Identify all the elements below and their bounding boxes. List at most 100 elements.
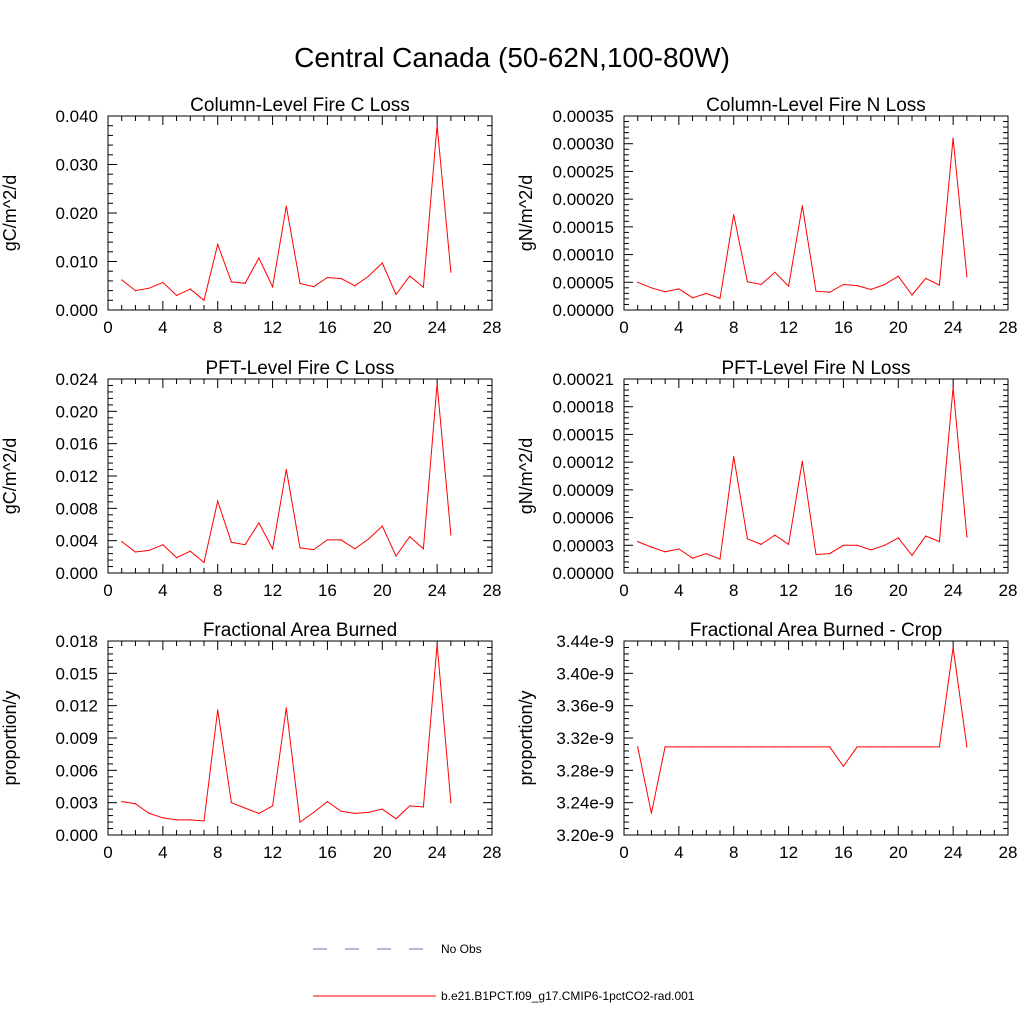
data-point <box>733 214 735 216</box>
data-point <box>801 460 803 462</box>
y-tick-label: 0.000 <box>55 564 98 583</box>
x-tick-label: 0 <box>103 843 112 862</box>
x-tick-label: 16 <box>318 581 337 600</box>
data-point <box>719 297 721 299</box>
data-point <box>271 548 274 550</box>
series-line <box>121 644 452 823</box>
x-tick-label: 16 <box>834 318 853 337</box>
panel-title: PFT-Level Fire N Loss <box>722 358 911 379</box>
data-point <box>244 807 246 809</box>
data-point <box>148 812 150 815</box>
y-tick-label: 3.28e-9 <box>556 761 614 780</box>
data-point <box>121 279 123 281</box>
data-point <box>774 271 776 273</box>
data-point <box>175 819 178 821</box>
data-point <box>395 818 397 820</box>
data-point <box>897 746 899 748</box>
data-point <box>271 805 274 807</box>
y-tick-label: 0.024 <box>55 370 98 389</box>
x-tick-label: 20 <box>373 581 392 600</box>
series-line <box>637 647 968 814</box>
x-tick-label: 0 <box>103 581 112 600</box>
y-tick-label: 0.00000 <box>553 301 614 320</box>
data-point <box>217 500 219 502</box>
data-point <box>705 292 707 294</box>
data-point <box>746 538 749 540</box>
data-point <box>354 548 356 550</box>
chart-panel-1: Column-Level Fire C Loss 0 4 8 12 16 20 24 28 0.0… <box>0 95 501 337</box>
main-title: Central Canada (50-62N,100-80W) <box>294 42 730 73</box>
legend-obs-label: No Obs <box>441 942 482 956</box>
panels: Column-Level Fire C Loss 0 4 8 12 16 20 24 28 0.0… <box>0 95 1017 862</box>
data-point <box>121 540 123 543</box>
data-point <box>326 276 329 279</box>
y-tick-label: 0.020 <box>55 402 98 421</box>
data-point <box>313 286 315 288</box>
data-point <box>856 746 858 748</box>
x-tick-label: 28 <box>483 581 502 600</box>
data-point <box>801 746 803 748</box>
data-point <box>258 257 260 259</box>
x-tick-label: 28 <box>999 581 1018 600</box>
panel-title: Fractional Area Burned - Crop <box>690 620 942 641</box>
y-tick-label: 0.00009 <box>553 481 614 500</box>
y-tick-label: 0.00005 <box>553 273 614 292</box>
data-point <box>966 276 968 278</box>
x-tick-label: 20 <box>373 843 392 862</box>
data-point <box>230 541 233 543</box>
x-tick-label: 24 <box>428 318 447 337</box>
data-point <box>664 551 666 553</box>
y-tick-label: 0.000 <box>55 826 98 845</box>
y-tick-label: 0.00025 <box>553 162 614 181</box>
data-point <box>938 540 941 543</box>
x-tick-label: 4 <box>158 318 167 337</box>
data-point <box>664 291 666 293</box>
data-point <box>829 746 831 748</box>
x-tick-label: 20 <box>889 843 908 862</box>
data-point <box>326 539 329 541</box>
x-tick-label: 4 <box>158 581 167 600</box>
data-point <box>189 550 191 552</box>
y-tick-label: 0.000 <box>55 301 98 320</box>
data-point <box>691 557 694 559</box>
data-point <box>842 283 845 286</box>
data-point <box>952 137 954 139</box>
data-point <box>787 285 790 287</box>
x-tick-label: 8 <box>729 843 738 862</box>
data-point <box>952 646 954 649</box>
data-point <box>271 286 274 288</box>
y-tick-label: 0.00015 <box>553 425 614 444</box>
data-point <box>340 539 342 541</box>
data-point <box>230 802 233 804</box>
series-line <box>637 387 968 560</box>
data-point <box>162 817 164 819</box>
data-point <box>787 543 790 545</box>
data-point <box>678 746 680 748</box>
x-tick-label: 4 <box>674 318 683 337</box>
y-axis-label: gN/m^2/d <box>516 438 536 514</box>
x-tick-label: 4 <box>674 843 683 862</box>
data-point <box>395 293 397 296</box>
data-point <box>299 282 301 284</box>
data-point <box>705 553 707 555</box>
data-point <box>436 643 438 645</box>
data-point <box>381 262 383 264</box>
data-point <box>760 283 762 286</box>
x-tick-label: 24 <box>944 581 963 600</box>
x-tick-label: 28 <box>999 843 1018 862</box>
data-point <box>121 800 123 803</box>
y-tick-label: 0.020 <box>55 204 98 223</box>
y-tick-label: 0.00021 <box>553 370 614 389</box>
chart-panel-3: PFT-Level Fire C Loss 0 4 8 12 16 20 24 28 0.000 0… <box>0 358 501 600</box>
data-point <box>367 538 370 540</box>
y-tick-label: 3.20e-9 <box>556 826 614 845</box>
data-point <box>829 553 831 555</box>
data-point <box>815 553 817 556</box>
y-tick-label: 0.00035 <box>553 107 614 126</box>
data-point <box>244 544 246 546</box>
plot-frame <box>107 378 493 574</box>
x-tick-label: 0 <box>619 318 628 337</box>
x-tick-label: 20 <box>889 318 908 337</box>
y-tick-label: 0.00030 <box>553 135 614 154</box>
x-tick-label: 28 <box>483 843 502 862</box>
